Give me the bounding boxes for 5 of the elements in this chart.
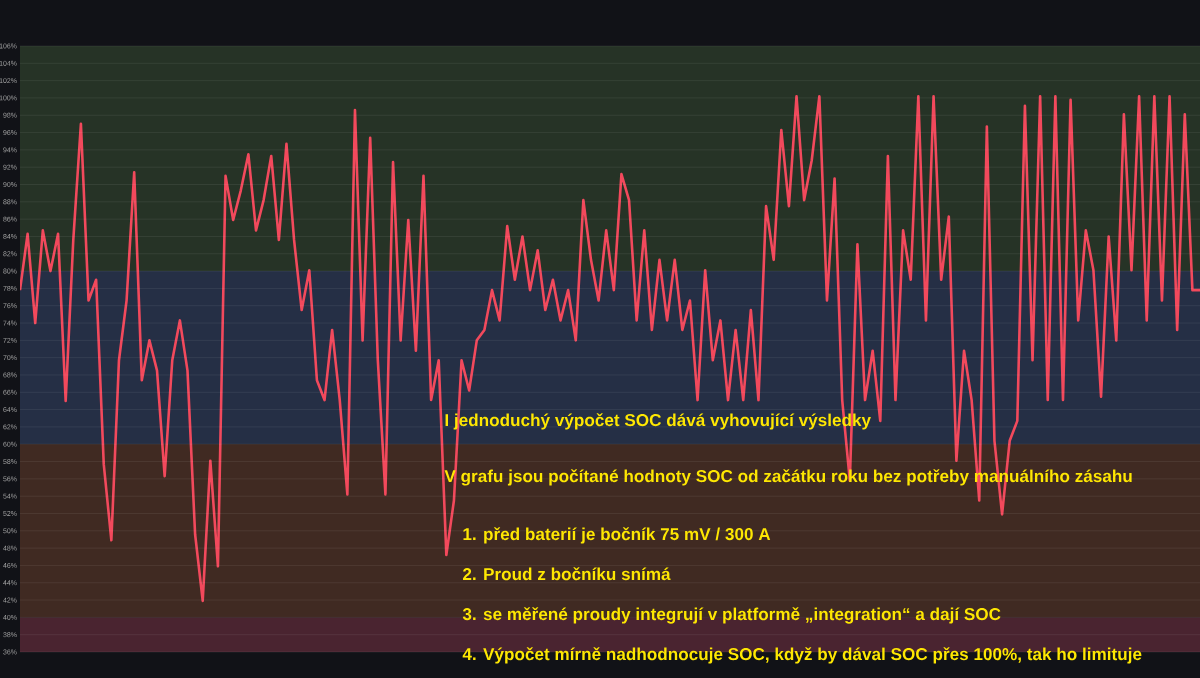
annotation: 1. před baterií je bočník 75 mV / 300 A [463,527,771,544]
annotation: 2. Proud z bočníku snímá [463,567,671,581]
annotation: 4. Výpočet mírně nadhodnocuje SOC, když by dával SOC přes 100%, tak ho limituje [462,647,1142,664]
annotation: 3. se měřené proudy integrují v platformě „integration“ a dají SOC [462,607,1001,624]
line-series [20,94,1200,603]
